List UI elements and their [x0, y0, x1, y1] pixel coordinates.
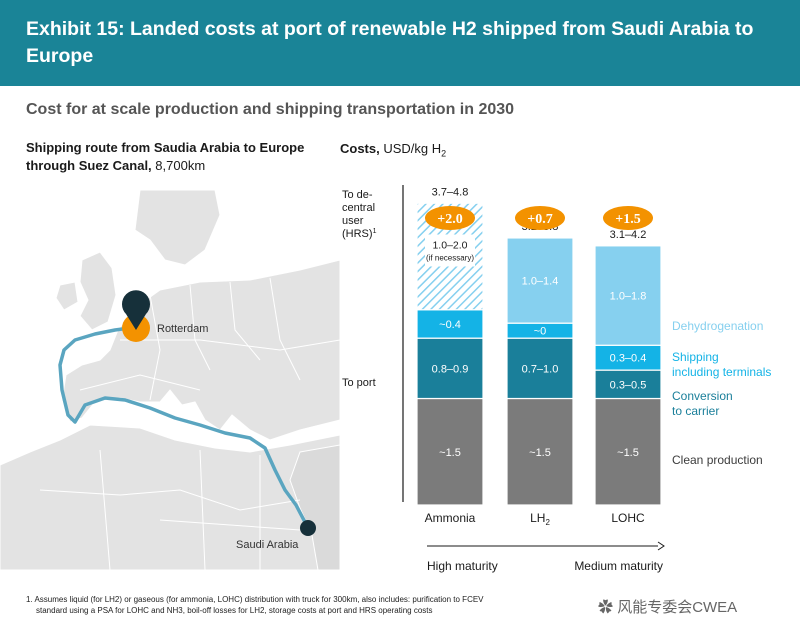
total-at-port-label: 3.1–4.2	[610, 229, 647, 241]
land-africa-mideast	[0, 424, 340, 570]
bar-segment-label: ~0.4	[439, 319, 461, 331]
row-label-decentral-line: (HRS)1	[342, 228, 377, 240]
costs-label: Costs, USD/kg H2	[340, 141, 446, 159]
bar-segment-dehydrogenation	[506, 237, 574, 324]
bar-segment-label: 0.3–0.5	[610, 379, 647, 391]
bar-segment-label: ~1.5	[439, 447, 461, 459]
map-borders	[39, 277, 340, 570]
bar-segment-label: 1.0–1.4	[522, 276, 559, 288]
map-title-distance: 8,700km	[151, 158, 206, 173]
maturity-left-label: High maturity	[427, 559, 498, 573]
legend-label: Shipping	[672, 350, 719, 364]
shipping-route-map: Rotterdam Saudi Arabia	[0, 190, 340, 570]
legend-label: Clean production	[672, 453, 763, 467]
segment-label-bg	[425, 234, 475, 267]
land-scandinavia	[134, 190, 221, 266]
shipping-route-line	[58, 326, 309, 528]
land-ireland	[55, 281, 79, 311]
bar-segment-label: ~0	[534, 326, 547, 338]
watermark-text: 风能专委会CWEA	[617, 599, 738, 616]
legend-label: to carrier	[672, 404, 719, 418]
pin-icon	[122, 290, 150, 330]
bar-segment-label: 0.7–1.0	[522, 363, 559, 375]
legend-label: including terminals	[672, 365, 771, 379]
bar-segment-conversion	[416, 337, 484, 400]
decentral-increment-label: +0.7	[527, 212, 552, 227]
footnote-line-2: standard using a PSA for LOHC and NH3, b…	[36, 606, 433, 615]
map-title-bold: Shipping route from Saudia Arabia to Eur…	[26, 140, 305, 173]
maturity-right-label: Medium maturity	[574, 559, 663, 573]
arrow-right-icon	[657, 541, 665, 551]
exhibit-title: Exhibit 15: Landed costs at port of rene…	[26, 18, 754, 67]
category-label: LH2	[530, 511, 550, 527]
wechat-icon: ✿	[598, 599, 614, 616]
bar-segment-label: 1.0–2.0	[432, 240, 467, 252]
row-label-decentral-line: central	[342, 202, 375, 214]
category-label-sub: 2	[545, 518, 550, 527]
bar-segment-clean-production	[416, 397, 484, 506]
bar-segment-clean-production	[506, 397, 574, 506]
total-at-port-label: 3.7–4.8	[432, 186, 469, 198]
footnote: 1. Assumes liquid (for LH2) or gaseous (…	[26, 594, 586, 616]
header-banner: Exhibit 15: Landed costs at port of rene…	[0, 0, 800, 86]
bar-segment-label: 1.0–1.8	[610, 291, 647, 303]
decentral-increment-badge	[515, 206, 565, 230]
watermark: ✿ 风能专委会CWEA	[598, 596, 737, 617]
costs-label-unit: USD/kg H	[379, 141, 442, 156]
bar-segment-note: (if necessary)	[426, 254, 474, 263]
footnote-line-1: 1. Assumes liquid (for LH2) or gaseous (…	[26, 595, 484, 604]
bar-segment-shipping	[416, 309, 484, 339]
land-arabia	[289, 444, 340, 570]
category-label: Ammonia	[425, 511, 476, 525]
map-landmass	[0, 190, 340, 570]
bar-segment-conversion	[594, 369, 662, 400]
row-label-decentral-line: To de-	[342, 189, 373, 201]
map-title: Shipping route from Saudia Arabia to Eur…	[26, 139, 356, 175]
legend-label: Dehydrogenation	[672, 319, 763, 333]
saudi-arabia-marker	[300, 520, 316, 536]
category-label: LOHC	[611, 511, 645, 525]
costs-label-sub: 2	[441, 148, 447, 159]
decentral-increment-label: +2.0	[437, 212, 462, 227]
bar-segment-label: 0.8–0.9	[432, 363, 469, 375]
decentral-increment-badge	[603, 206, 653, 230]
bar-segment-shipping	[594, 344, 662, 371]
bar-segment-label: ~1.5	[617, 447, 639, 459]
bar-segment-dehydrogenation	[594, 245, 662, 346]
legend-label: Conversion	[672, 389, 733, 403]
decentral-increment-label: +1.5	[615, 212, 640, 227]
decentral-increment-badge	[425, 206, 475, 230]
land-britain	[79, 251, 117, 331]
row-label-decentral-line: user	[342, 215, 364, 227]
page-subtitle: Cost for at scale production and shippin…	[26, 101, 515, 118]
saudi-arabia-label: Saudi Arabia	[236, 539, 299, 551]
costs-label-bold: Costs,	[340, 141, 380, 156]
rotterdam-label: Rotterdam	[157, 323, 208, 335]
bar-segment-clean-production	[594, 397, 662, 506]
row-label-sup: 1	[373, 228, 377, 235]
bar-segment-label: ~1.5	[529, 447, 551, 459]
row-label-port: To port	[342, 377, 376, 389]
bar-segment-conversion	[506, 337, 574, 400]
bar-segment-label: 0.3–0.4	[610, 353, 647, 365]
